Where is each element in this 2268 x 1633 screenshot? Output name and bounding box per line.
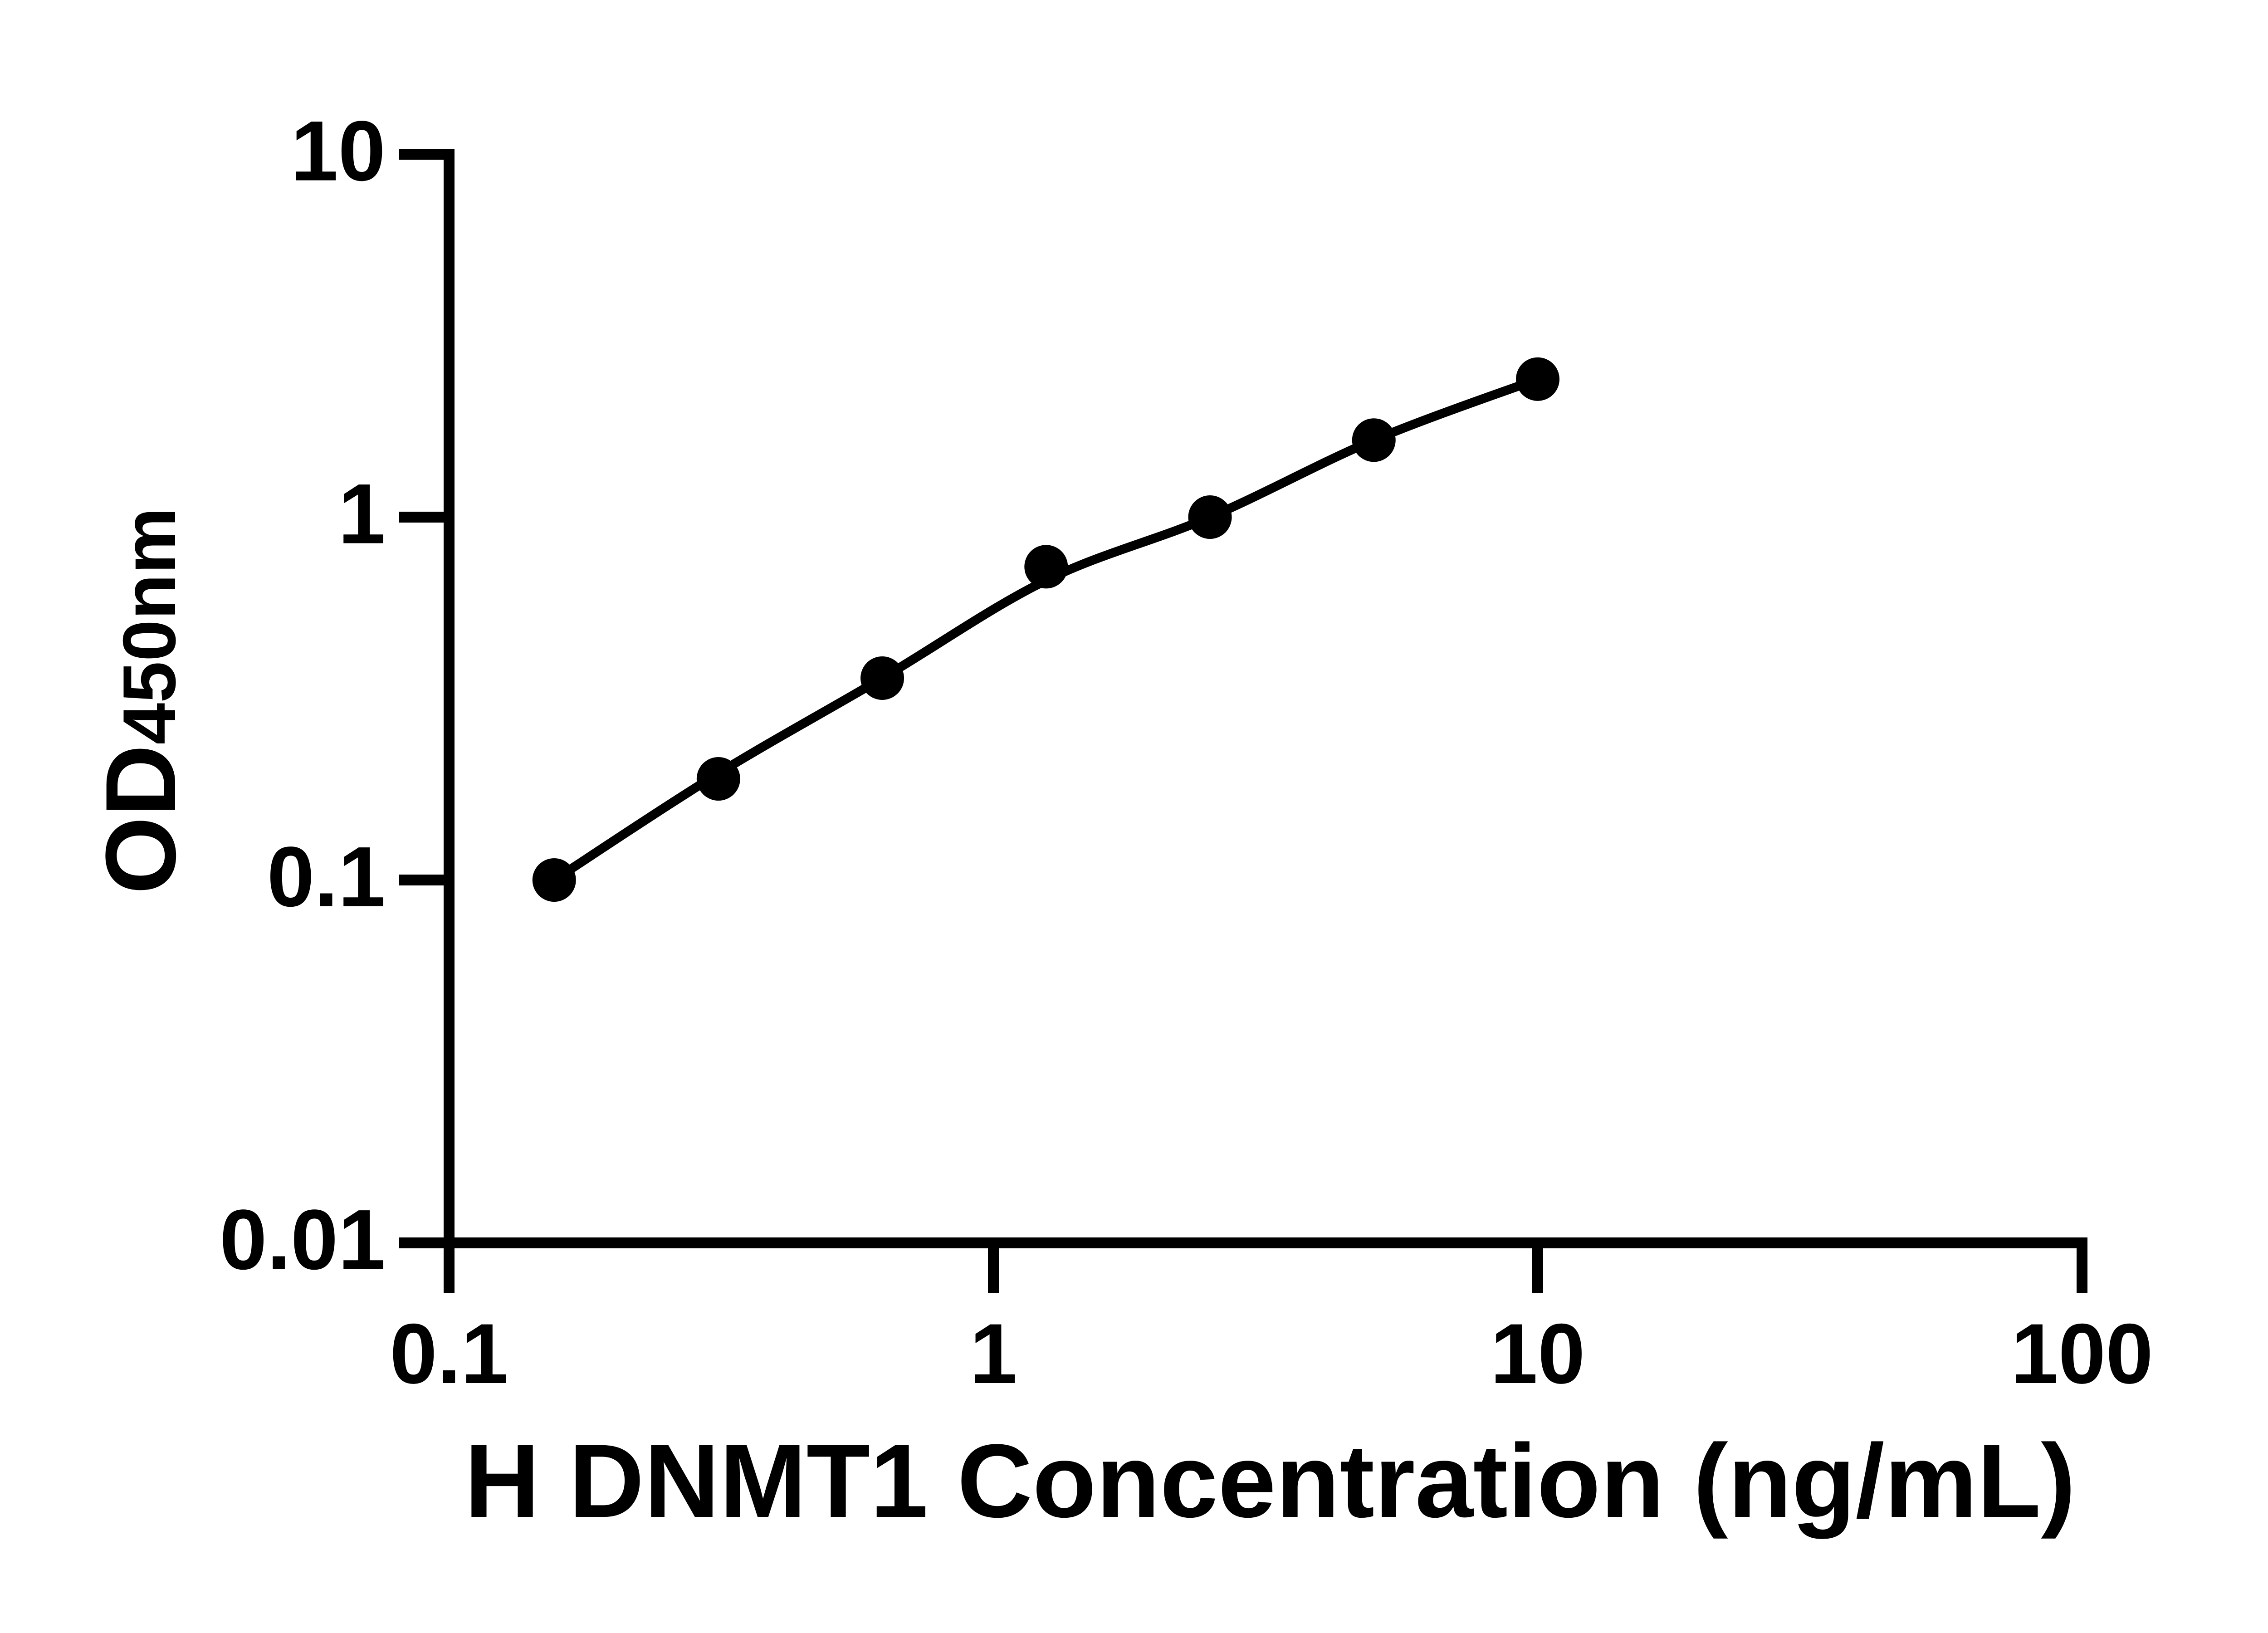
y-tick-label-0.01: 0.01	[220, 1192, 386, 1287]
y-tick-label-10: 10	[290, 103, 386, 199]
data-point-0.3125	[696, 757, 740, 801]
data-point-0.156	[532, 858, 576, 902]
y-tick-label-0.1: 0.1	[267, 829, 386, 924]
data-point-1.25	[1024, 545, 1068, 589]
data-point-10	[1516, 357, 1559, 401]
data-point-5	[1352, 418, 1396, 462]
y-axis-title-subscript: 450nm	[108, 507, 191, 745]
y-axis-title-main: OD	[85, 744, 196, 895]
x-tick-label-1: 1	[969, 1306, 1017, 1401]
data-point-2.5	[1188, 495, 1232, 539]
x-tick-label-100: 100	[2011, 1306, 2153, 1401]
data-point-0.625	[860, 656, 904, 700]
x-axis-title: H DNMT1 Concentration (ng/mL)	[464, 1423, 2076, 1539]
y-tick-label-1: 1	[338, 466, 386, 562]
x-tick-label-10: 10	[1490, 1306, 1585, 1401]
x-tick-label-0.1: 0.1	[390, 1306, 508, 1401]
y-axis-title: OD450nm	[85, 507, 196, 895]
